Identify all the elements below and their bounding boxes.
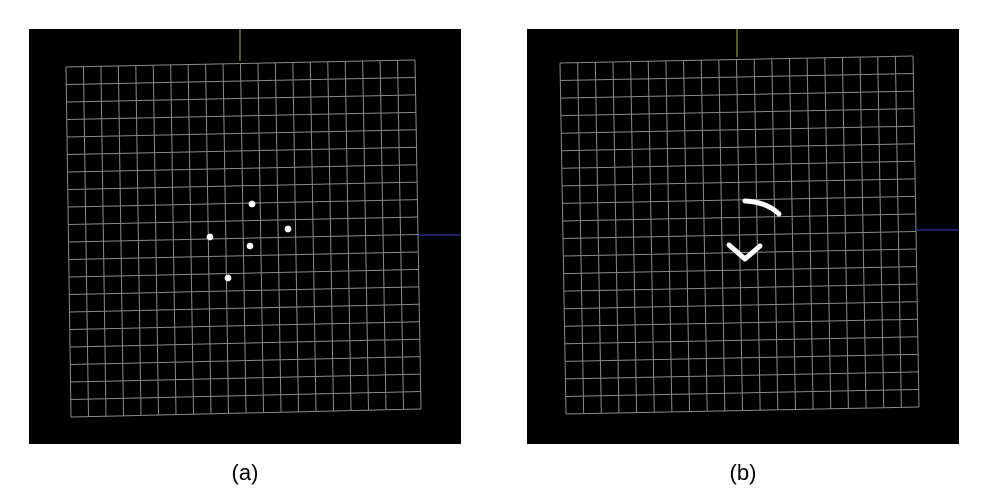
panel-a-canvas <box>65 29 461 418</box>
grid-column-line <box>859 57 867 409</box>
marker-dot <box>224 274 232 282</box>
grid-column-line <box>771 58 779 410</box>
grid-column-line <box>736 59 743 411</box>
panel-b <box>527 29 959 444</box>
grid-column-line <box>806 58 814 410</box>
grid-column-line <box>397 60 404 410</box>
marker-chevron-stroke <box>726 242 763 262</box>
grid-column-line <box>559 62 567 415</box>
grid-column-line <box>309 62 317 412</box>
marker-dot <box>246 242 254 250</box>
marker-arc-stroke <box>742 198 782 217</box>
grid-lines <box>559 55 920 415</box>
grid-column-line <box>379 60 387 410</box>
grid-lines <box>65 59 422 418</box>
grid-column-line <box>700 60 708 412</box>
panel-a-caption: (a) <box>231 460 259 485</box>
grid-column-line <box>594 62 602 414</box>
panel-b-caption: (b) <box>729 460 757 485</box>
marker-dot <box>248 200 256 208</box>
grid-column-line <box>753 59 761 411</box>
grid-column-line <box>912 55 920 408</box>
grid-column-line <box>414 59 422 410</box>
grid-column-line <box>841 57 849 409</box>
grid-column-line <box>152 65 159 416</box>
marker-strokes <box>726 198 782 262</box>
grid-column-line <box>82 66 89 417</box>
grid-column-line <box>135 65 142 416</box>
grid-column-line <box>344 61 352 411</box>
grid-column-line <box>824 57 832 409</box>
grid-column-line <box>647 61 655 413</box>
grid-column-line <box>327 61 334 412</box>
panel-b-canvas <box>559 29 959 415</box>
grid-column-line <box>117 65 124 416</box>
grid-column-line <box>718 59 726 411</box>
grid-column-line <box>170 64 177 415</box>
grid-column-line <box>100 66 107 417</box>
grid-column-line <box>187 64 194 415</box>
grid-column-line <box>894 56 902 408</box>
grid-column-line <box>240 63 247 414</box>
grid-column-line <box>877 56 885 408</box>
grid-column-line <box>222 63 229 414</box>
grid-column-line <box>577 62 585 414</box>
grid-column-line <box>630 61 638 413</box>
grid-column-line <box>65 66 72 418</box>
grid-column-line <box>362 61 369 411</box>
grid-column-line <box>683 60 691 412</box>
grid-column-line <box>612 61 620 413</box>
panel-a <box>29 29 461 444</box>
grid-column-line <box>665 60 673 412</box>
grid-column-line <box>292 62 299 412</box>
grid-column-line <box>274 62 282 413</box>
grid-column-line <box>788 58 796 410</box>
marker-dot <box>284 225 292 233</box>
grid-column-line <box>257 63 264 413</box>
marker-dot <box>206 233 214 241</box>
marker-dots <box>206 200 292 282</box>
